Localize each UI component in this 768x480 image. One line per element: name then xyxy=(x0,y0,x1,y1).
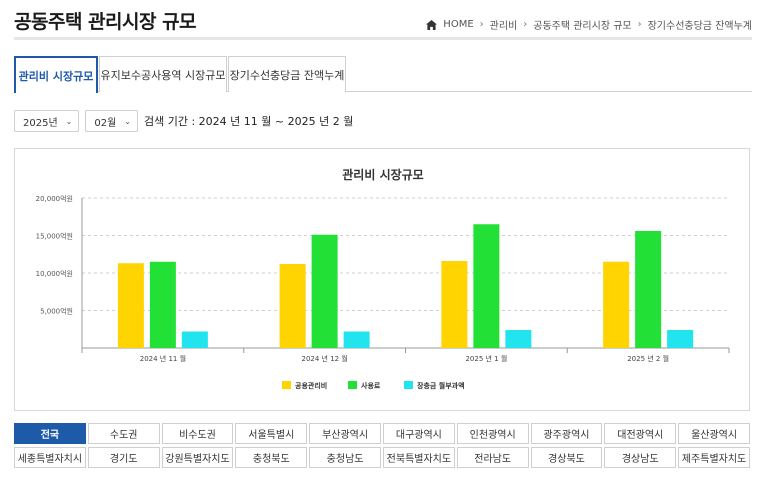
search-period-text: 검색 기간 : 2024 년 11 월 ~ 2025 년 2 월 xyxy=(144,115,354,128)
chevron-right-icon: › xyxy=(637,19,642,30)
region-button[interactable]: 인천광역시 xyxy=(456,423,529,444)
region-row: 세종특별자치시 경기도 강원특별자치도 충청북도 충청남도 전북특별자치도 전라남도 경상북도… xyxy=(14,447,750,468)
tab-long-term-repair-reserve[interactable]: 장기수선충당금 잔액누계 xyxy=(228,56,346,92)
year-select[interactable]: 2025년 ⌄ xyxy=(14,110,80,132)
chevron-down-icon: ⌄ xyxy=(65,116,73,126)
bar-장충금 월부과액 xyxy=(343,331,370,348)
tab-bar: 관리비 시장규모 유지보수공사용역 시장규모 장기수선충당금 잔액누계 xyxy=(14,56,752,93)
region-button[interactable]: 전북특별자치도 xyxy=(382,447,455,468)
title-divider xyxy=(14,37,752,40)
legend-swatch xyxy=(348,381,357,389)
region-button[interactable]: 경기도 xyxy=(87,447,160,468)
bar-사용료 xyxy=(149,261,176,348)
y-tick-label: 5,000억원 xyxy=(40,307,73,316)
page-title: 공동주택 관리시장 규모 xyxy=(14,11,197,33)
region-button[interactable]: 비수도권 xyxy=(161,423,234,444)
region-button[interactable]: 충청북도 xyxy=(235,447,308,468)
region-button[interactable]: 울산광역시 xyxy=(678,423,750,444)
bar-공용관리비 xyxy=(441,261,468,348)
home-icon[interactable] xyxy=(426,19,438,30)
month-select[interactable]: 02월 ⌄ xyxy=(85,110,138,132)
region-button[interactable]: 경상북도 xyxy=(530,447,603,468)
bar-사용료 xyxy=(311,234,338,348)
region-button[interactable]: 전국 xyxy=(14,423,86,444)
region-button[interactable]: 충청남도 xyxy=(309,447,381,468)
bar-장충금 월부과액 xyxy=(667,330,694,348)
y-tick-label: 20,000억원 xyxy=(36,194,73,203)
chart-title: 관리비 시장규모 xyxy=(342,167,423,182)
legend-label: 장충금 월부과액 xyxy=(417,381,465,390)
year-select-value: 2025년 xyxy=(23,117,58,129)
bar-공용관리비 xyxy=(279,264,306,348)
legend-swatch xyxy=(282,381,291,389)
chart-panel: 관리비 시장규모 5,000억원 10,000억원 15,000억원 20,000억원 2… xyxy=(14,148,750,411)
region-button[interactable]: 강원특별자치도 xyxy=(161,447,234,468)
tab-maintenance-service-market[interactable]: 유지보수공사용역 시장규모 xyxy=(99,56,227,92)
region-button[interactable]: 경상남도 xyxy=(604,447,677,468)
bar-공용관리비 xyxy=(603,261,630,348)
bar-사용료 xyxy=(473,224,500,348)
region-button[interactable]: 수도권 xyxy=(87,423,160,444)
region-button[interactable]: 서울특별시 xyxy=(235,423,308,444)
x-tick-label: 2024 년 12 월 xyxy=(301,354,347,363)
region-button[interactable]: 세종특별자치시 xyxy=(14,447,86,468)
chevron-down-icon: ⌄ xyxy=(124,116,131,126)
bar-chart: 관리비 시장규모 5,000억원 10,000억원 15,000억원 20,000억원 2… xyxy=(36,167,730,390)
region-button[interactable]: 대구광역시 xyxy=(382,423,455,444)
legend-label: 사용료 xyxy=(361,381,381,390)
month-select-value: 02월 xyxy=(94,117,117,129)
legend-swatch xyxy=(404,381,413,389)
region-button[interactable]: 광주광역시 xyxy=(530,423,603,444)
region-button[interactable]: 제주특별자치도 xyxy=(678,447,750,468)
x-tick-label: 2024 년 11 월 xyxy=(140,354,186,363)
y-tick-label: 15,000억원 xyxy=(36,232,73,241)
breadcrumb-item-2[interactable]: 공동주택 관리시장 규모 xyxy=(533,21,632,32)
breadcrumb-home[interactable]: HOME xyxy=(443,19,474,30)
bar-장충금 월부과액 xyxy=(505,330,532,348)
breadcrumb-item-3[interactable]: 장기수선충당금 잔액누계 xyxy=(647,21,752,32)
region-selector: 전국 수도권 비수도권 서울특별시 부산광역시 대구광역시 인천광역시 광주광역시 대전광역시 울… xyxy=(14,423,750,471)
breadcrumb-item-1[interactable]: 관리비 xyxy=(489,21,518,32)
chevron-right-icon: › xyxy=(479,19,484,30)
y-tick-label: 10,000억원 xyxy=(36,269,73,278)
bar-장충금 월부과액 xyxy=(181,331,208,348)
legend-label: 공용관리비 xyxy=(295,381,327,390)
chevron-right-icon: › xyxy=(523,19,528,30)
region-row: 전국 수도권 비수도권 서울특별시 부산광역시 대구광역시 인천광역시 광주광역시 대전광역시 울… xyxy=(14,423,750,444)
bar-사용료 xyxy=(635,231,662,348)
x-tick-label: 2025 년 1 월 xyxy=(465,354,507,363)
region-button[interactable]: 대전광역시 xyxy=(604,423,677,444)
tab-management-fee-market[interactable]: 관리비 시장규모 xyxy=(14,56,98,93)
breadcrumb: HOME › 관리비 › 공동주택 관리시장 규모 › 장기수선충당금 잔액누계 xyxy=(426,17,752,32)
bar-공용관리비 xyxy=(117,263,144,348)
search-filters: 2025년 ⌄ 02월 ⌄ 검색 기간 : 2024 년 11 월 ~ 2025… xyxy=(14,110,353,132)
region-button[interactable]: 전라남도 xyxy=(456,447,529,468)
x-tick-label: 2025 년 2 월 xyxy=(627,354,669,363)
region-button[interactable]: 부산광역시 xyxy=(309,423,381,444)
